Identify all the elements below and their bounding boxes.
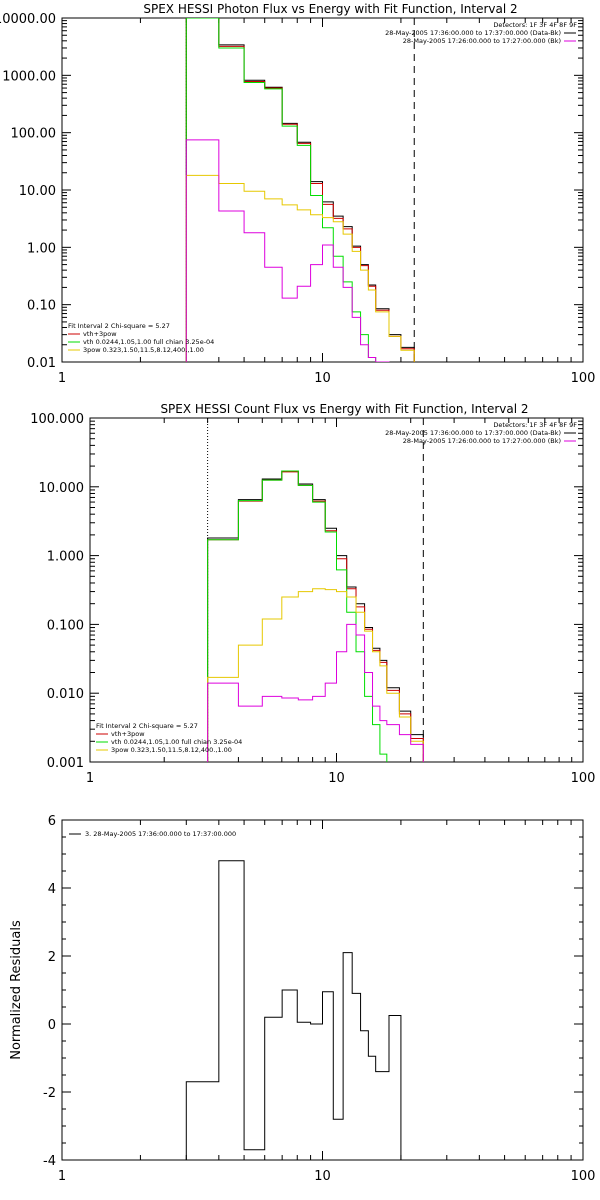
plot-frame: [61, 819, 584, 1161]
series-line-vth-3pow: [185, 18, 415, 362]
y-tick-label: 10.000: [39, 481, 85, 496]
fit-legend-text: vth+3pow: [83, 330, 117, 338]
y-tick-label: 1.00: [27, 241, 56, 256]
x-tick-label: 1: [58, 1169, 66, 1184]
fit-legend-title: Fit Interval 2 Chi-square = 5.27: [96, 722, 198, 730]
x-tick-label: 1: [58, 371, 66, 386]
series-line-vth: [185, 18, 415, 362]
x-tick-label: 10: [314, 371, 331, 386]
x-tick-label: 10: [328, 771, 345, 786]
y-tick-label: 2: [48, 950, 56, 965]
x-tick-label: 100: [571, 1169, 596, 1184]
x-tick-label: 1: [86, 771, 94, 786]
chart-panel-1: SPEX HESSI Photon Flux vs Energy with Fi…: [0, 2, 595, 386]
chart-title: SPEX HESSI Photon Flux vs Energy with Fi…: [143, 2, 517, 16]
fit-legend-title: Fit Interval 2 Chi-square = 5.27: [68, 322, 170, 330]
fit-legend-text: vth+3pow: [111, 730, 145, 738]
series-line-vth: [207, 470, 424, 762]
chart-title: SPEX HESSI Count Flux vs Energy with Fit…: [160, 402, 528, 416]
series-line-3pow: [185, 174, 415, 362]
x-tick-label: 10: [314, 1169, 331, 1184]
y-tick-label: 0.010: [47, 687, 84, 702]
series-line-residuals: [185, 860, 415, 1160]
series-line-vth-3pow: [207, 471, 424, 762]
series-line-bk: [207, 623, 424, 762]
series-line-3pow: [207, 588, 424, 762]
y-tick-label: -2: [43, 1086, 56, 1101]
legend-top-right-text: 28-May-2005 17:26:00.000 to 17:27:00.000…: [403, 37, 561, 45]
residual-legend-text: 3. 28-May-2005 17:36:00.000 to 17:37:00.…: [85, 830, 236, 838]
y-tick-label: 10.00: [19, 184, 56, 199]
x-tick-label: 100: [571, 371, 596, 386]
detectors-text: Detectors: 1F 3F 4F 8F 9F: [493, 21, 577, 29]
fit-legend-text: vth 0.0244,1.05,1.00 full chian 3.25e-04: [111, 738, 242, 746]
detectors-text: Detectors: 1F 3F 4F 8F 9F: [493, 421, 577, 429]
series-line-bk: [185, 139, 415, 362]
plot-area: [185, 860, 415, 1160]
plot-area: [185, 18, 415, 362]
y-tick-label: 4: [48, 882, 56, 897]
y-tick-label: 10000.00: [0, 12, 56, 27]
y-tick-label: 100.000: [30, 412, 84, 427]
fit-legend-text: 3pow 0.323,1.50,11.5,8.12,400.,1.00: [111, 746, 232, 754]
legend-top-right-text: 28-May-2005 17:36:00.000 to 17:37:00.000…: [385, 29, 561, 37]
y-tick-label: 6: [48, 814, 56, 829]
y-tick-label: 1000.00: [2, 69, 56, 84]
chart-panel-2: SPEX HESSI Count Flux vs Energy with Fit…: [30, 402, 595, 786]
legend-top-right-text: 28-May-2005 17:26:00.000 to 17:27:00.000…: [403, 437, 561, 445]
fit-legend-text: vth 0.0244,1.05,1.00 full chian 3.25e-04: [83, 338, 214, 346]
plot-area: [207, 418, 424, 762]
series-line-data-bk: [207, 470, 424, 762]
y-axis-label: Normalized Residuals: [9, 920, 24, 1060]
y-tick-label: 0.100: [47, 618, 84, 633]
y-tick-label: 100.00: [11, 127, 57, 142]
chart-panel-3: 1 10 100 -4 -2 0 2 4 6 Normalized Residuals 3. 28-…: [9, 814, 595, 1184]
fit-legend-text: 3pow 0.323,1.50,11.5,8.12,400.,1.00: [83, 346, 204, 354]
x-tick-label: 100: [571, 771, 596, 786]
y-tick-label: 0.01: [27, 356, 56, 371]
y-tick-label: -4: [43, 1154, 56, 1169]
y-tick-label: 1.000: [47, 550, 84, 565]
y-tick-label: 0.001: [47, 756, 84, 771]
y-tick-label: 0: [48, 1018, 56, 1033]
legend-top-right-text: 28-May-2005 17:36:00.000 to 17:37:00.000…: [385, 429, 561, 437]
y-tick-label: 0.10: [27, 299, 56, 314]
